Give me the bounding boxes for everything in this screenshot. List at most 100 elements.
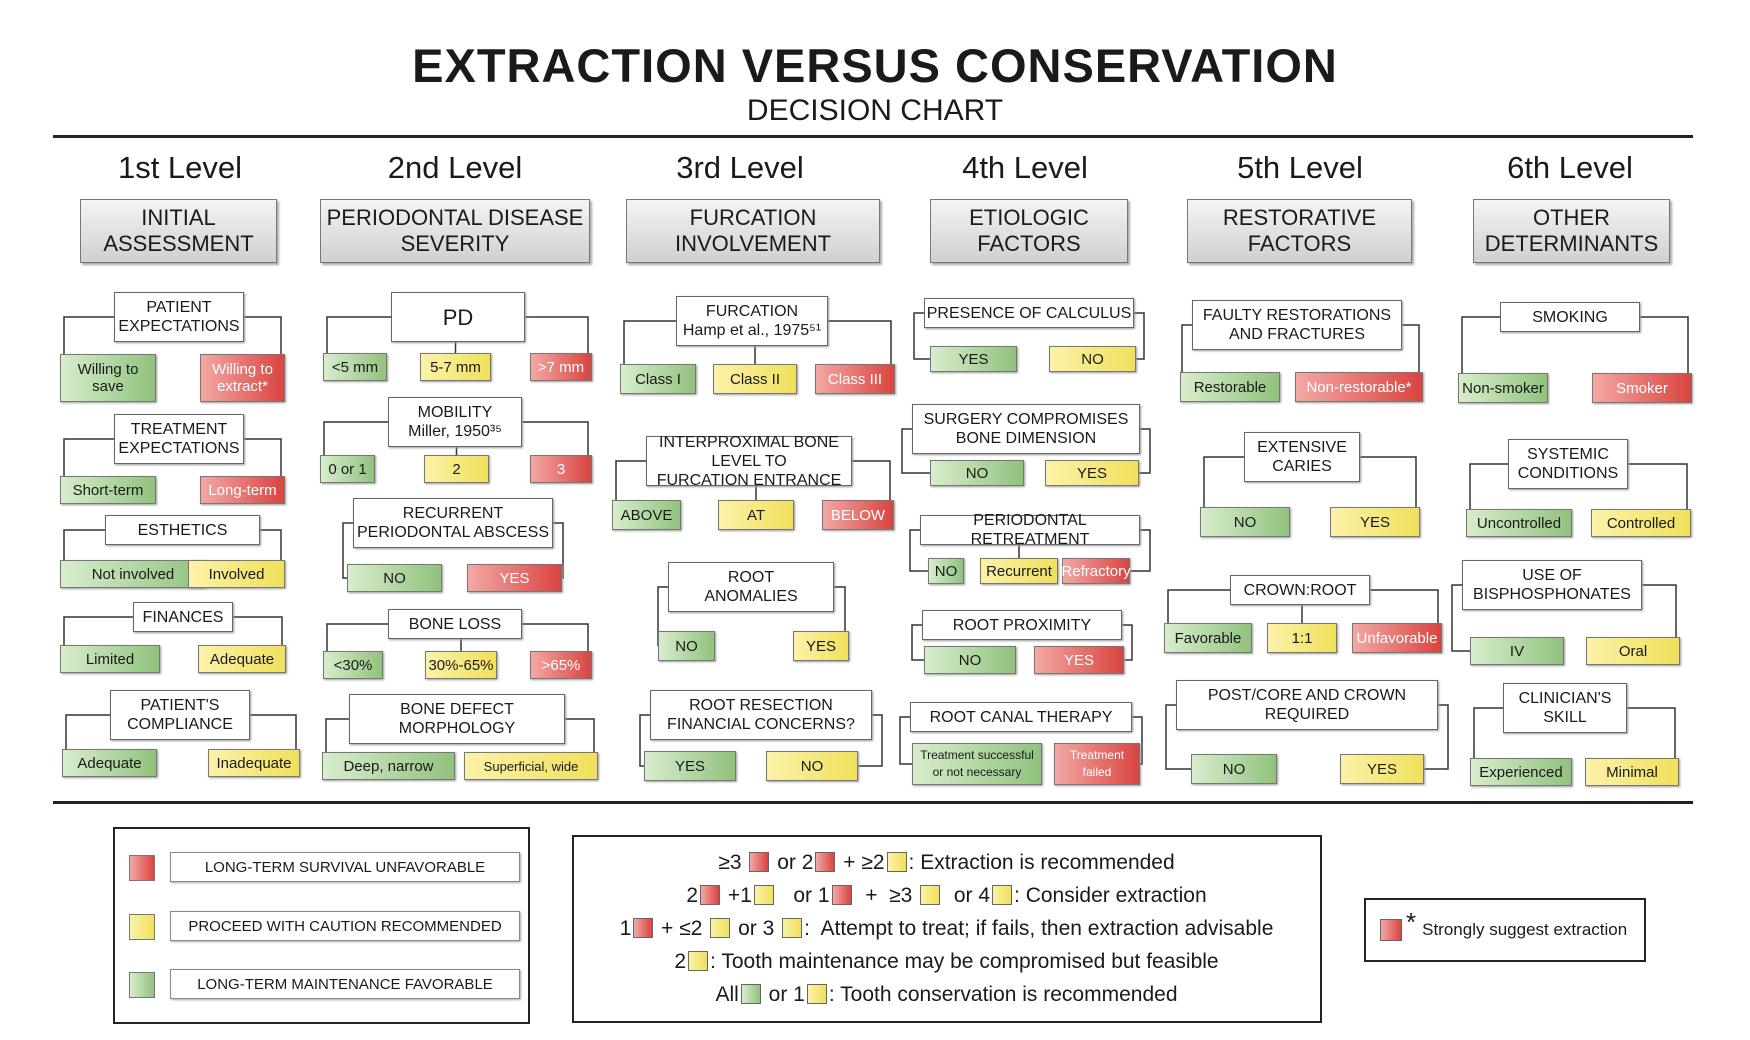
decision-option-green: Treatment successful or not necessary	[912, 743, 1042, 785]
decision-option-green: Deep, narrow	[322, 752, 455, 780]
level-heading-5: 5th Level	[1237, 150, 1363, 185]
decision-option-green: Favorable	[1164, 623, 1252, 653]
rule-text: 1	[619, 917, 632, 940]
decision-option-green: NO	[658, 631, 715, 661]
rule-text: 2	[674, 950, 687, 973]
rule-text: : Attempt to treat; if fails, then extra…	[804, 917, 1274, 940]
decision-option-yellow: 30%-65%	[425, 651, 497, 679]
decision-option-yellow: Superficial, wide	[464, 752, 598, 780]
decision-question: ROOT RESECTION FINANCIAL CONCERNS?	[650, 690, 872, 740]
decision-option-green: YES	[930, 346, 1017, 372]
decision-option-green: Experienced	[1470, 758, 1572, 786]
decision-option-red: Smoker	[1592, 373, 1692, 403]
level-heading-6: 6th Level	[1507, 150, 1633, 185]
legend-label-unfavorable: LONG-TERM SURVIVAL UNFAVORABLE	[170, 852, 520, 882]
decision-option-yellow: Involved	[188, 560, 285, 588]
decision-option-red: Treatment failed	[1054, 743, 1140, 785]
decision-rules-box: ≥3 or 2 + ≥2: Extraction is recommended 2…	[572, 835, 1322, 1023]
rule-text: +1	[722, 884, 752, 907]
decision-option-yellow: Controlled	[1591, 509, 1691, 537]
category-header-3: FURCATION INVOLVEMENT	[626, 199, 880, 263]
decision-option-red: Non-restorable*	[1295, 372, 1423, 402]
rule-swatch-red	[815, 852, 836, 872]
rule-swatch-red	[700, 885, 721, 905]
decision-option-green: Restorable	[1180, 372, 1280, 402]
legend-label-favorable: LONG-TERM MAINTENANCE FAVORABLE	[170, 969, 520, 999]
decision-option-red: 3	[530, 455, 592, 483]
rule-text: ≥3	[718, 851, 748, 874]
legend-label-caution: PROCEED WITH CAUTION RECOMMENDED	[170, 911, 520, 941]
decision-option-yellow: YES	[1340, 754, 1424, 784]
decision-option-red: Unfavorable	[1352, 623, 1442, 653]
decision-option-green: ABOVE	[612, 500, 681, 530]
decision-option-green: Short-term	[60, 476, 156, 504]
decision-option-red: Long-term	[200, 476, 285, 504]
decision-option-yellow: AT	[718, 500, 794, 530]
rule-swatch-red	[749, 852, 770, 872]
decision-question: TREATMENT EXPECTATIONS	[114, 414, 244, 464]
category-header-2: PERIODONTAL DISEASE SEVERITY	[320, 199, 590, 263]
decision-rule: 2 +1 or 1 + ≥3 or 4: Consider extraction	[574, 884, 1319, 908]
decision-option-yellow: Inadequate	[208, 749, 300, 777]
page-subtitle: DECISION CHART	[746, 94, 1004, 127]
rule-text: + ≥2	[837, 851, 885, 874]
decision-question: ROOT ANOMALIES	[668, 562, 834, 612]
decision-question: SYSTEMIC CONDITIONS	[1508, 439, 1628, 489]
decision-question: BONE DEFECT MORPHOLOGY	[349, 694, 565, 744]
color-legend: LONG-TERM SURVIVAL UNFAVORABLE PROCEED W…	[113, 827, 530, 1024]
decision-option-yellow: 2	[424, 455, 489, 483]
decision-question: RECURRENT PERIODONTAL ABSCESS	[353, 498, 553, 548]
decision-option-yellow: Adequate	[198, 645, 286, 673]
decision-option-green: NO	[1191, 754, 1277, 784]
rule-text: : Consider extraction	[1014, 884, 1207, 907]
decision-option-red: Class III	[815, 364, 895, 394]
decision-option-green: Non-smoker	[1458, 373, 1548, 403]
decision-option-green: IV	[1470, 637, 1564, 665]
decision-option-green: Adequate	[62, 749, 157, 777]
decision-question: ROOT PROXIMITY	[922, 610, 1122, 640]
decision-question: EXTENSIVE CARIES	[1244, 432, 1360, 482]
decision-option-yellow: 5-7 mm	[420, 353, 491, 381]
level-heading-1: 1st Level	[117, 150, 243, 185]
decision-question: PATIENT'S COMPLIANCE	[110, 690, 250, 740]
decision-option-yellow: NO	[766, 751, 858, 781]
star-note-box: * Strongly suggest extraction	[1364, 898, 1646, 962]
decision-question: SURGERY COMPROMISES BONE DIMENSION	[912, 404, 1140, 454]
decision-question: PRESENCE OF CALCULUS	[924, 298, 1134, 328]
decision-question: POST/CORE AND CROWN REQUIRED	[1176, 680, 1438, 730]
rule-text: + ≤2	[655, 917, 709, 940]
decision-question: ROOT CANAL THERAPY	[910, 702, 1132, 732]
decision-question: ESTHETICS	[105, 515, 260, 545]
decision-option-yellow: Recurrent	[980, 558, 1058, 584]
rule-text: or 1	[762, 983, 805, 1006]
category-header-1: INITIAL ASSESSMENT	[80, 199, 277, 263]
decision-option-green: 0 or 1	[320, 455, 375, 483]
decision-question: FINANCES	[133, 602, 233, 632]
decision-rule: All or 1: Tooth conservation is recommen…	[574, 983, 1319, 1007]
category-header-6: OTHER DETERMINANTS	[1473, 199, 1670, 263]
bottom-divider	[53, 801, 1693, 804]
category-header-5: RESTORATIVE FACTORS	[1187, 199, 1412, 263]
decision-option-red: BELOW	[822, 500, 894, 530]
rule-swatch-yellow	[920, 885, 941, 905]
star-note-label: Strongly suggest extraction	[1422, 920, 1628, 939]
decision-option-red: Willing to extract*	[200, 354, 285, 402]
rule-swatch-yellow	[710, 918, 731, 938]
rule-swatch-red	[633, 918, 654, 938]
decision-question: PD	[391, 292, 525, 342]
decision-option-yellow: 1:1	[1267, 623, 1337, 653]
rule-swatch-green	[740, 984, 761, 1004]
rule-text: + ≥3	[853, 884, 919, 907]
rule-swatch-yellow	[782, 918, 803, 938]
legend-swatch-green	[129, 972, 155, 998]
decision-option-green: NO	[924, 646, 1016, 674]
level-heading-3: 3rd Level	[676, 150, 804, 185]
decision-option-green: NO	[347, 564, 442, 592]
decision-option-yellow: Class II	[713, 364, 797, 394]
rule-swatch-yellow	[886, 852, 907, 872]
decision-question: CROWN:ROOT	[1230, 575, 1370, 605]
decision-option-green: Limited	[60, 645, 160, 673]
decision-option-green: <5 mm	[323, 353, 387, 381]
decision-option-yellow: YES	[1330, 507, 1420, 537]
decision-option-red: YES	[467, 564, 562, 592]
